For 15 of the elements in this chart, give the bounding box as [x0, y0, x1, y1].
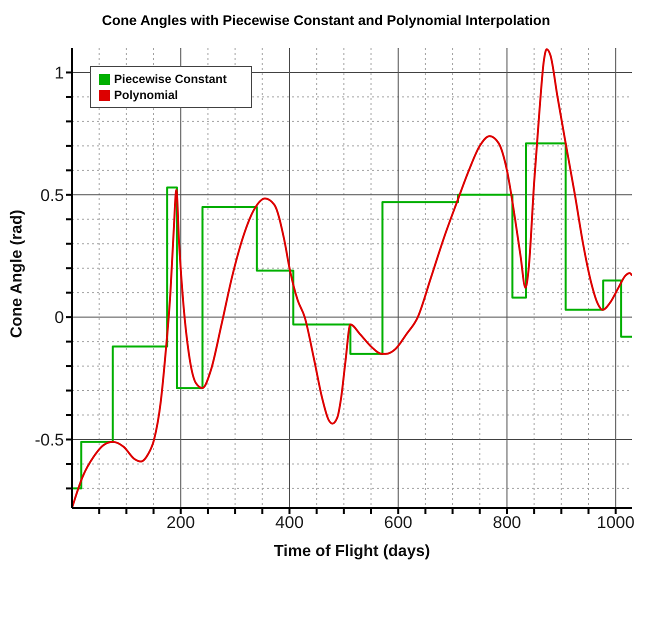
y-axis-title: Cone Angle (rad) [8, 210, 26, 338]
legend-label: Polynomial [114, 88, 178, 102]
y-tick-label: 0.5 [40, 186, 64, 205]
x-tick-label: 200 [166, 513, 195, 532]
x-tick-label: 1000 [596, 513, 635, 532]
y-tick-label: 1 [54, 64, 64, 83]
line-series [72, 48, 632, 508]
x-tick-label: 400 [275, 513, 304, 532]
x-tick-label: 600 [384, 513, 412, 532]
legend-label: Piecewise Constant [114, 72, 227, 86]
y-tick-label: 0 [54, 308, 64, 328]
x-axis-title: Time of Flight (days) [274, 543, 430, 560]
y-tick-label: -0.5 [34, 430, 64, 450]
x-tick-label: 800 [492, 513, 522, 532]
chart-title: Cone Angles with Piecewise Constant and Polynomial Interpolation [100, 12, 552, 28]
